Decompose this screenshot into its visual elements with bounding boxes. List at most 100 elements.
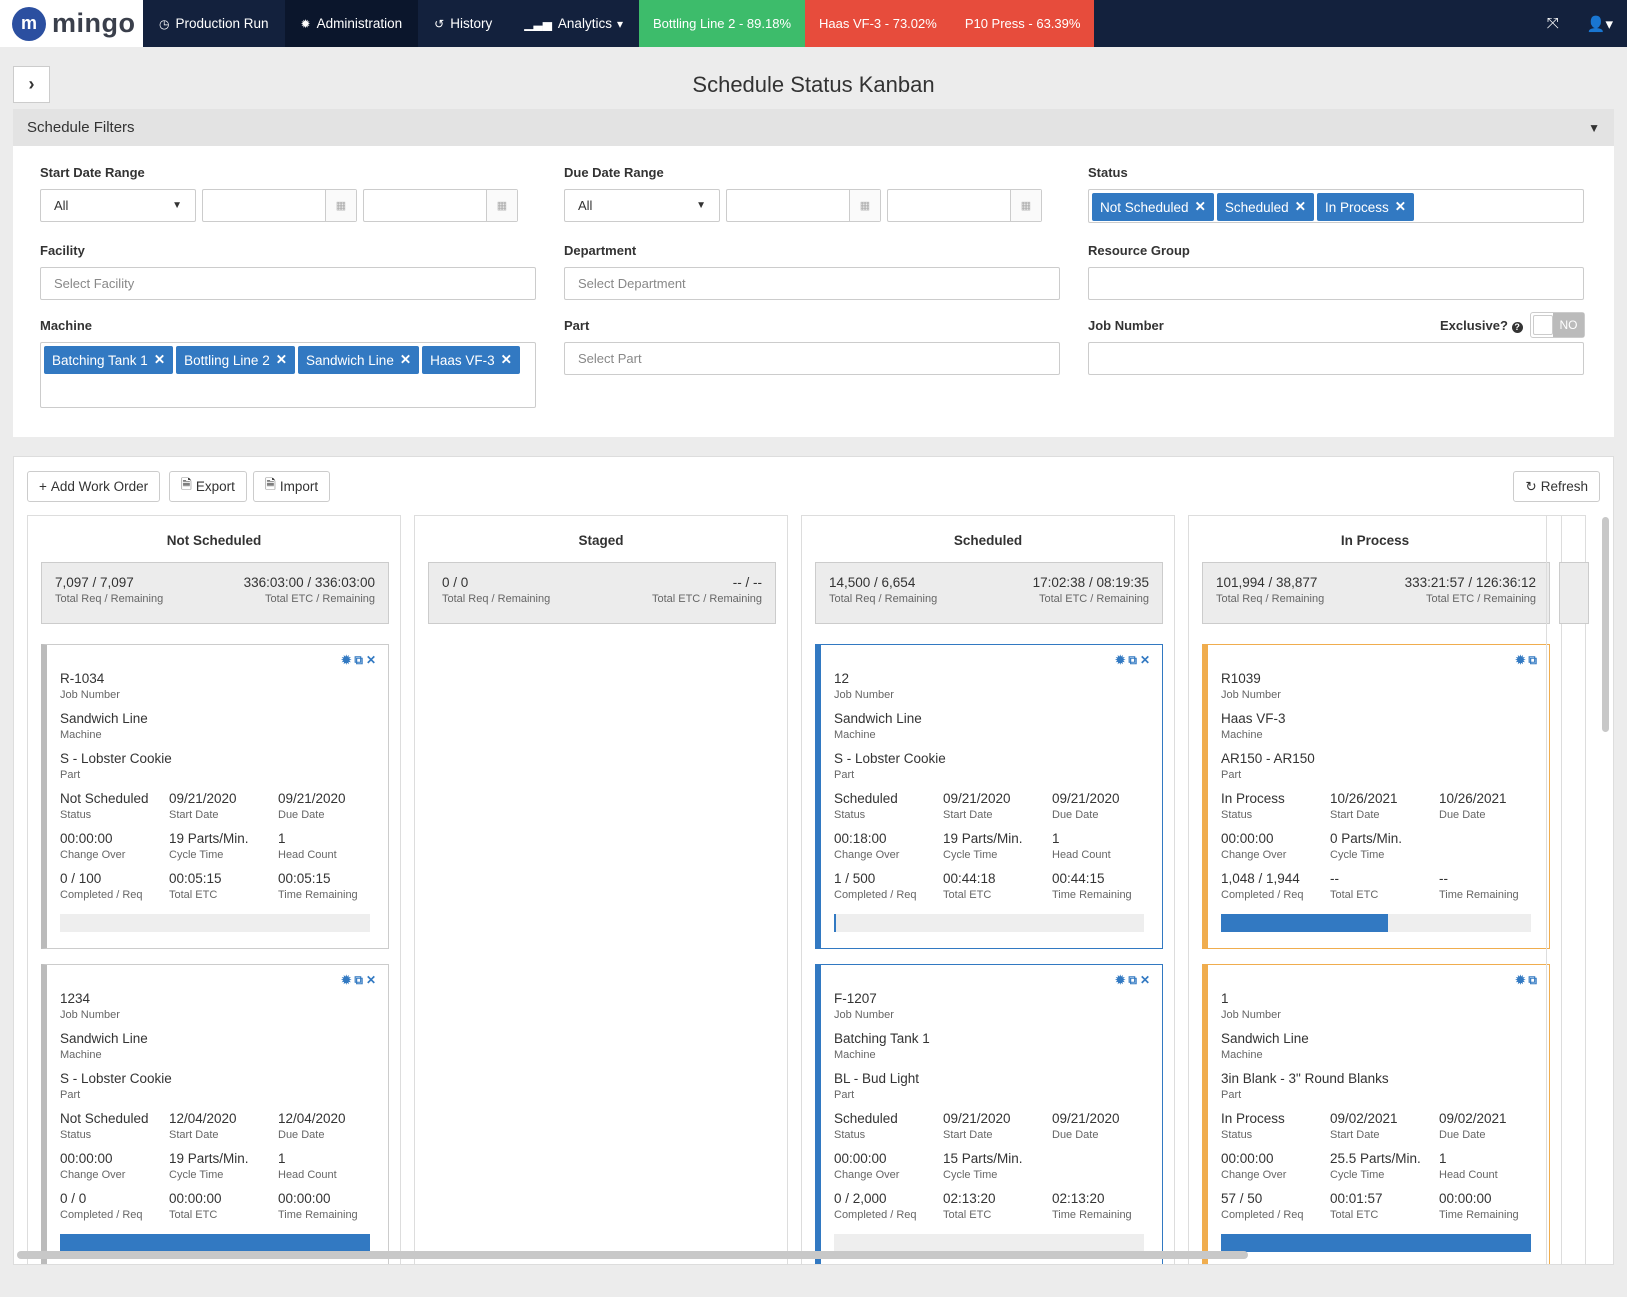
part-label: Part — [564, 318, 590, 333]
due-date-to-input[interactable]: ▦ — [887, 189, 1042, 222]
settings-icon[interactable]: ✹ — [1115, 973, 1126, 987]
completed-label: Completed / Req — [834, 889, 917, 901]
part-select[interactable]: Select Part — [564, 342, 1060, 375]
copy-icon[interactable]: ⧉ — [1128, 653, 1137, 667]
refresh-button[interactable]: ↻ Refresh — [1513, 471, 1600, 502]
machine-tag[interactable]: Bottling Line 2 ✕ — [176, 346, 296, 374]
cycle-time-label: Cycle Time — [1330, 1169, 1385, 1181]
remove-tag-icon[interactable]: ✕ — [1294, 199, 1306, 214]
work-order-card[interactable]: ✹ ⧉ ✕ F-1207 Job Number Batching Tank 1 Machin… — [815, 964, 1163, 1264]
start-date-from-input[interactable]: ▦ — [202, 189, 357, 222]
machine: Sandwich Line Machine — [1221, 1031, 1309, 1061]
start-date: 10/26/2021 Start Date — [1330, 791, 1398, 821]
calendar-icon[interactable]: ▦ — [325, 190, 356, 221]
nav-administration[interactable]: ✹ Administration — [284, 0, 419, 47]
caret-down-icon[interactable]: ▼ — [1588, 120, 1600, 135]
due-date-from-input[interactable]: ▦ — [726, 189, 881, 222]
fullscreen-icon[interactable]: ⤧ — [1546, 15, 1559, 32]
settings-icon[interactable]: ✹ — [1115, 653, 1126, 667]
copy-icon[interactable]: ⧉ — [354, 653, 363, 667]
copy-icon[interactable]: ⧉ — [1528, 653, 1537, 667]
plus-icon: + — [39, 479, 47, 494]
brand-logo[interactable]: m mingo — [0, 0, 143, 47]
remove-tag-icon[interactable]: ✕ — [399, 352, 412, 367]
remove-tag-icon[interactable]: ✕ — [275, 352, 288, 367]
total-etc-value: 333:21:57 / 126:36:12 — [1404, 575, 1536, 590]
settings-icon[interactable]: ✹ — [1515, 973, 1526, 987]
status-tag[interactable]: In Process ✕ — [1317, 193, 1415, 221]
facility-select[interactable]: Select Facility — [40, 267, 536, 300]
calendar-icon[interactable]: ▦ — [1010, 190, 1041, 221]
remove-tag-icon[interactable]: ✕ — [500, 352, 512, 367]
status-chip-bottling-line-2[interactable]: Bottling Line 2 - 89.18% — [638, 0, 806, 47]
caret-down-icon: ▾ — [616, 16, 623, 31]
import-button[interactable]: 🗎 Import — [253, 471, 331, 502]
work-order-card[interactable]: ✹ ⧉ ✕ 12 Job Number Sandwich Line Machine S - L… — [815, 644, 1163, 949]
remove-tag-icon[interactable]: ✕ — [153, 352, 166, 367]
total-req-value: 7,097 / 7,097 — [55, 575, 134, 590]
settings-icon[interactable]: ✹ — [341, 653, 352, 667]
column-title: In Process — [1340, 533, 1410, 548]
machine-tag[interactable]: Batching Tank 1 ✕ — [44, 346, 174, 374]
start-date-range-select[interactable]: All ▼ — [40, 189, 196, 222]
exclusive-toggle[interactable]: NO — [1530, 312, 1585, 338]
calendar-icon[interactable]: ▦ — [849, 190, 880, 221]
work-order-card[interactable]: ✹ ⧉ ✕ R-1034 Job Number Sandwich Line Machine S… — [41, 644, 389, 949]
change-over: 00:00:00 Change Over — [60, 831, 125, 861]
status-chip-p10-press[interactable]: P10 Press - 63.39% — [950, 0, 1095, 47]
part-value: S - Lobster Cookie — [834, 751, 946, 766]
close-icon[interactable]: ✕ — [1139, 973, 1150, 987]
nav-analytics[interactable]: ▁▃▅ Analytics ▾ — [508, 0, 639, 47]
close-icon[interactable]: ✕ — [365, 973, 376, 987]
user-menu-icon[interactable]: 👤▾ — [1586, 15, 1613, 33]
close-icon[interactable]: ✕ — [365, 653, 376, 667]
settings-icon[interactable]: ✹ — [341, 973, 352, 987]
filters-header[interactable]: Schedule Filters ▼ — [13, 109, 1614, 146]
vertical-scrollbar[interactable] — [1602, 517, 1609, 732]
part: 3in Blank - 3" Round Blanks Part — [1221, 1071, 1389, 1101]
machine-multiselect[interactable]: Batching Tank 1 ✕ Bottling Line 2 ✕ Sandwi… — [40, 342, 536, 408]
work-order-card[interactable]: ✹ ⧉ R1039 Job Number Haas VF-3 Machine AR150 -… — [1202, 644, 1550, 949]
machine-tag[interactable]: Sandwich Line ✕ — [298, 346, 420, 374]
copy-icon[interactable]: ⧉ — [1528, 973, 1537, 987]
export-button[interactable]: 🗎 Export — [169, 471, 247, 502]
sidebar-toggle-button[interactable]: › — [13, 66, 50, 103]
due-date-value: 09/21/2020 — [278, 791, 346, 806]
change-over-value: 00:00:00 — [1221, 831, 1274, 846]
summary-values: 14,500 / 6,654 17:02:38 / 08:19:35 — [829, 575, 1149, 590]
status-chip-haas-vf3[interactable]: Haas VF-3 - 73.02% — [805, 0, 951, 47]
copy-icon[interactable]: ⧉ — [1128, 973, 1137, 987]
remove-tag-icon[interactable]: ✕ — [1194, 199, 1206, 214]
work-order-card[interactable]: ✹ ⧉ ✕ 1234 Job Number Sandwich Line Machine S -… — [41, 964, 389, 1264]
part-label: Part — [834, 769, 855, 781]
job-number-input[interactable] — [1088, 342, 1584, 375]
status-tag[interactable]: Scheduled ✕ — [1216, 193, 1314, 221]
calendar-icon[interactable]: ▦ — [486, 190, 517, 221]
add-work-order-button[interactable]: + Add Work Order — [27, 471, 161, 502]
remove-tag-icon[interactable]: ✕ — [1394, 199, 1407, 214]
work-order-card[interactable]: ✹ ⧉ 1 Job Number Sandwich Line Machine 3in Bla… — [1202, 964, 1550, 1264]
horizontal-scrollbar[interactable] — [17, 1251, 1248, 1259]
department-select[interactable]: Select Department — [564, 267, 1060, 300]
nav-production-run[interactable]: ◷ Production Run — [143, 0, 285, 47]
due-date-range-select[interactable]: All ▼ — [564, 189, 720, 222]
status-multiselect[interactable]: Not Scheduled ✕ Scheduled ✕ In Process ✕ — [1088, 189, 1584, 223]
close-icon[interactable]: ✕ — [1139, 653, 1150, 667]
part-value: 3in Blank - 3" Round Blanks — [1221, 1071, 1389, 1086]
toggle-knob — [1533, 315, 1553, 335]
resource-group-select[interactable] — [1088, 267, 1584, 300]
nav-history[interactable]: ↺ History — [418, 0, 508, 47]
summary-values: 0 / 0 -- / -- — [442, 575, 762, 590]
help-icon[interactable]: ? — [1511, 322, 1523, 333]
status-tag[interactable]: Not Scheduled ✕ — [1092, 193, 1214, 221]
settings-icon[interactable]: ✹ — [1515, 653, 1526, 667]
copy-icon[interactable]: ⧉ — [354, 973, 363, 987]
start-date-to-input[interactable]: ▦ — [363, 189, 518, 222]
machine-tag[interactable]: Haas VF-3 ✕ — [422, 346, 520, 374]
change-over-value: 00:00:00 — [1221, 1151, 1274, 1166]
start-date-range-group: Start Date Range All ▼ ▦ ▦ — [40, 165, 518, 222]
total-etc: 00:05:15 Total ETC — [169, 871, 222, 901]
head-count: 1 Head Count — [278, 1151, 337, 1181]
part-label: Part — [1221, 1089, 1242, 1101]
start-date-label: Start Date — [1330, 809, 1380, 821]
